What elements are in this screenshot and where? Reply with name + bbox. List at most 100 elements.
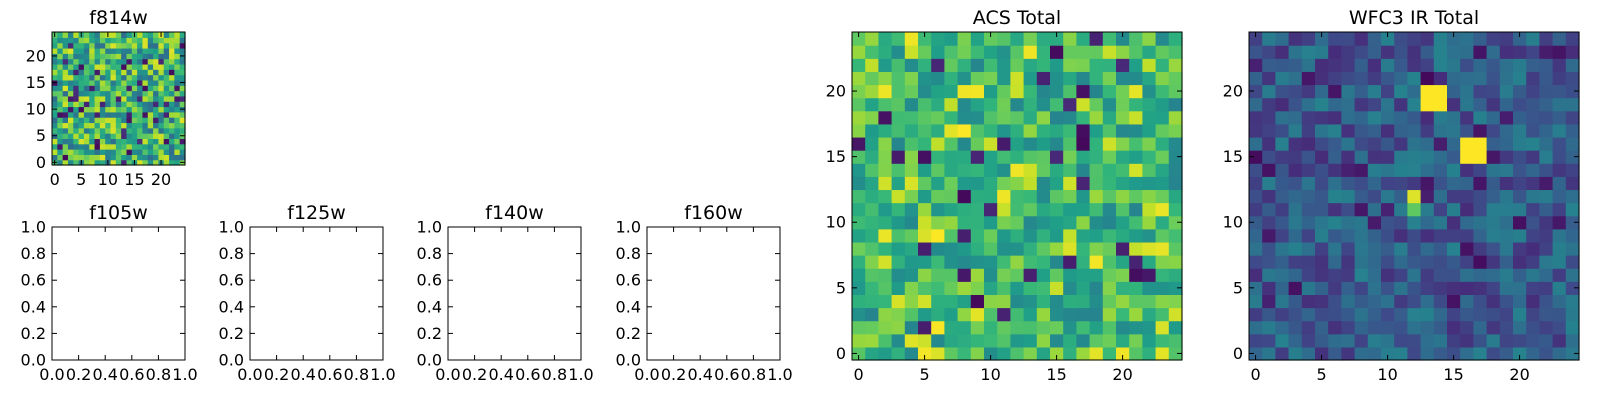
heatmap-cell: [67, 32, 74, 38]
heatmap-cell: [1010, 45, 1025, 59]
heatmap-cell: [852, 307, 866, 322]
heatmap-cell: [865, 110, 879, 125]
heatmap-cell: [904, 281, 919, 295]
y-tick-label: 5: [1233, 278, 1243, 297]
heatmap-cell: [970, 202, 985, 217]
heatmap-cell: [1433, 189, 1448, 204]
heatmap-cell: [944, 136, 959, 151]
heatmap-cell: [1420, 71, 1435, 86]
heatmap-cell: [158, 133, 165, 139]
heatmap-cell: [1142, 241, 1157, 256]
heatmap-cell: [1010, 346, 1025, 361]
heatmap-cell: [83, 149, 90, 155]
heatmap-cell: [1262, 320, 1276, 335]
heatmap-cell: [1341, 163, 1356, 177]
heatmap-cell: [1499, 241, 1514, 256]
heatmap-cell: [1513, 241, 1527, 256]
heatmap-cell: [1473, 320, 1488, 335]
heatmap-cell: [1460, 58, 1474, 72]
heatmap-cell: [1341, 71, 1356, 86]
heatmap-cell: [62, 143, 69, 150]
heatmap-cell: [1168, 228, 1183, 243]
heatmap-cell: [1288, 123, 1303, 138]
heatmap-cell: [83, 154, 90, 161]
heatmap-cell: [163, 138, 170, 145]
heatmap-cell: [984, 333, 998, 348]
heatmap-cell: [153, 101, 159, 108]
y-tick-label: 0.8: [219, 244, 244, 263]
y-tick-label: 0.6: [219, 271, 244, 290]
heatmap-cell: [1116, 202, 1130, 217]
heatmap-cell: [1050, 163, 1064, 177]
heatmap-cell: [1076, 189, 1091, 204]
x-tick-label: 20: [1112, 365, 1132, 384]
heatmap-cell: [1552, 281, 1567, 295]
heatmap-cell: [970, 333, 985, 348]
heatmap-cell: [984, 228, 998, 243]
heatmap-cell: [1063, 268, 1077, 282]
heatmap-cell: [1367, 189, 1382, 204]
heatmap-cell: [1407, 255, 1422, 269]
heatmap-cell: [1420, 268, 1435, 282]
heatmap-cell: [105, 154, 112, 161]
axes-frame: [851, 31, 1183, 361]
heatmap-cell: [1262, 110, 1276, 125]
heatmap-cell: [865, 333, 879, 348]
heatmap-cell: [1565, 176, 1580, 191]
heatmap-cell: [1367, 241, 1382, 256]
heatmap-cell: [1023, 84, 1038, 99]
heatmap-cell: [1275, 123, 1290, 138]
y-tick-label: 0.8: [417, 244, 442, 263]
heatmap-cell: [1315, 333, 1329, 348]
heatmap-cell: [1288, 215, 1303, 230]
heatmap-cell: [1129, 189, 1143, 204]
heatmap-cell: [1341, 346, 1356, 361]
heatmap-cell: [891, 110, 906, 125]
heatmap-cell: [1129, 255, 1143, 269]
heatmap-cell: [1328, 176, 1342, 191]
heatmap-cell: [1036, 281, 1051, 295]
heatmap-cell: [1050, 84, 1064, 99]
heatmap-cell: [1249, 241, 1263, 256]
heatmap-cell: [52, 69, 58, 76]
heatmap-cell: [1565, 241, 1580, 256]
heatmap-cell: [105, 149, 112, 155]
heatmap-cell: [970, 110, 985, 125]
heatmap-cell: [73, 42, 80, 49]
heatmap-cell: [944, 228, 959, 243]
heatmap-cell: [1036, 307, 1051, 322]
x-tick-label: 0.2: [661, 365, 686, 384]
heatmap-cell: [158, 154, 165, 161]
heatmap-cell: [1473, 150, 1488, 164]
heatmap-cell: [1328, 320, 1342, 335]
x-tick-label: 0: [854, 365, 864, 384]
heatmap-cell: [115, 138, 122, 145]
heatmap-cell: [1275, 202, 1290, 217]
heatmap-cell: [1367, 268, 1382, 282]
heatmap-cell: [1486, 58, 1501, 72]
heatmap-cell: [153, 74, 159, 81]
x-tick-label: 0.8: [344, 365, 369, 384]
heatmap-cell: [89, 53, 96, 60]
heatmap-cell: [865, 97, 879, 112]
heatmap-cell: [67, 111, 74, 118]
heatmap-cell: [179, 90, 186, 97]
heatmap-cell: [1116, 281, 1130, 295]
x-tick-label: 10: [98, 170, 118, 189]
heatmap-cell: [997, 307, 1011, 322]
heatmap-cell: [1354, 228, 1369, 243]
heatmap-cell: [1249, 150, 1263, 164]
heatmap-cell: [126, 63, 133, 70]
heatmap-cell: [931, 255, 945, 269]
heatmap-cell: [163, 42, 170, 49]
heatmap-cell: [1539, 176, 1554, 191]
heatmap-cell: [52, 42, 58, 49]
heatmap-cell: [1288, 71, 1303, 86]
heatmap-cell: [1381, 189, 1395, 204]
heatmap-cell: [89, 69, 96, 76]
heatmap-cell: [78, 79, 85, 86]
heatmap-cell: [1394, 97, 1408, 112]
heatmap-cell: [110, 69, 117, 76]
heatmap-cell: [89, 133, 96, 139]
heatmap-cell: [1460, 320, 1474, 335]
